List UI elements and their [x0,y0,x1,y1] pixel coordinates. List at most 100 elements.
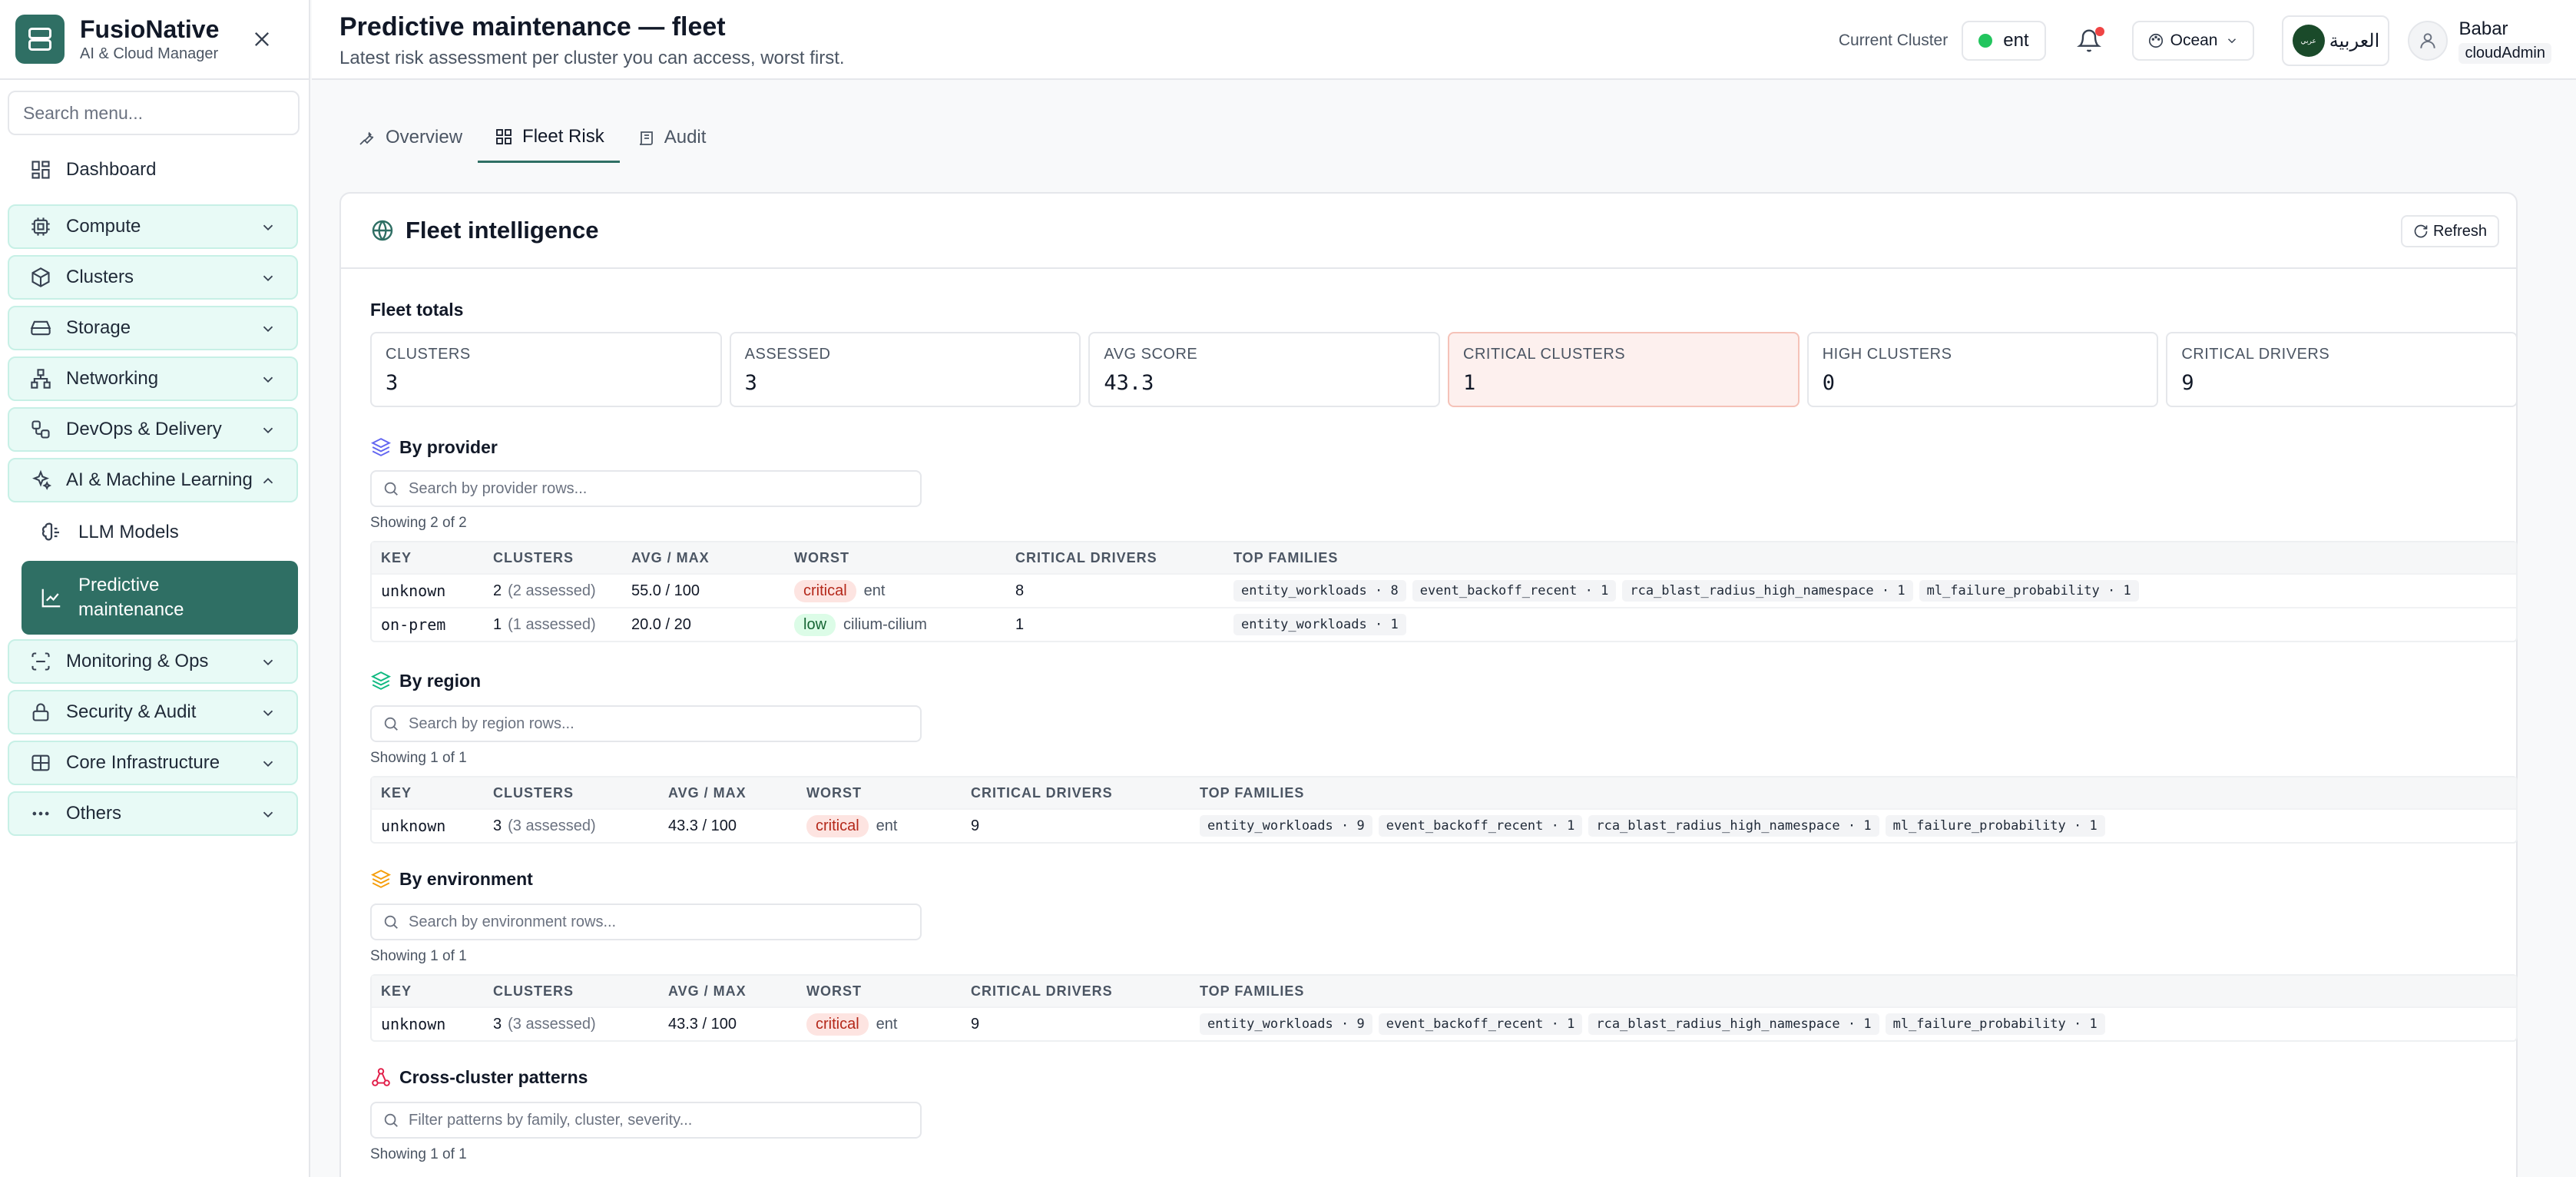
table-row[interactable]: unknown 3 (3 assessed) 43.3 / 100 critica… [372,1006,2516,1040]
card-title: Fleet intelligence [406,217,599,244]
user-menu[interactable]: Babar cloudAdmin [2408,18,2551,64]
brand: FusioNative AI & Cloud Manager [0,0,309,80]
sidebar-item-others[interactable]: Others [8,791,298,836]
row-top-families: entity_workloads · 1 [1233,608,1412,641]
family-chip: event_backoff_recent · 1 [1412,580,1617,602]
sidebar-subitem-llm-models[interactable]: LLM Models [22,509,298,556]
current-cluster-selector[interactable]: ent [1962,21,2046,61]
sidebar-item-monitoring[interactable]: Monitoring & Ops [8,639,298,684]
chevron-down-icon [263,761,273,768]
share-nodes-icon [370,1066,392,1088]
language-button[interactable]: عربي العربية [2282,15,2390,66]
sidebar-item-ai-ml[interactable]: AI & Machine Learning [8,458,298,502]
sidebar-item-devops[interactable]: DevOps & Delivery [8,407,298,452]
sidebar-item-label: Compute [66,216,141,237]
col-key: KEY [381,549,412,565]
row-top-families: entity_workloads · 9 event_backoff_recen… [1200,1008,2111,1040]
workflow-icon [28,416,54,443]
sidebar-item-storage[interactable]: Storage [8,306,298,350]
user-name: Babar [2458,18,2508,39]
language-label: العربية [2329,30,2380,51]
sidebar-subitem-predictive-maintenance[interactable]: Predictive maintenance [22,561,298,635]
table-header: KEY CLUSTERS AVG / MAX WORST CRITICAL DR… [372,777,2516,808]
tab-label: Audit [664,127,707,148]
search-menu-placeholder: Search menu... [23,102,143,123]
row-top-families: entity_workloads · 8 event_backoff_recen… [1233,575,2145,607]
worst-cluster: cilium-cilium [843,615,927,633]
sidebar-item-label-line1: Predictive [78,575,160,595]
sidebar-item-label: Dashboard [66,159,157,180]
sidebar-item-label: LLM Models [78,522,179,542]
severity-badge: critical [806,1013,869,1036]
bell-icon [2076,29,2101,52]
status-dot-icon [1978,34,1993,48]
row-worst: critical ent [806,810,897,842]
row-avg-max: 43.3 / 100 [668,1015,737,1033]
environment-search-input[interactable]: Search by environment rows... [370,903,922,940]
search-placeholder: Search by environment rows... [409,913,617,930]
col-top-families: TOP FAMILIES [1233,549,1339,565]
region-search-input[interactable]: Search by region rows... [370,705,922,742]
close-sidebar-button[interactable] [249,26,275,52]
sidebar-item-clusters[interactable]: Clusters [8,255,298,300]
tab-audit[interactable]: Audit [620,112,722,163]
sidebar-item-dashboard[interactable]: Dashboard [8,148,298,192]
user-icon [2420,33,2436,48]
wrench-icon [356,127,378,148]
search-menu-input[interactable]: Search menu... [8,91,300,135]
clusters-count: 3 [493,817,502,834]
family-chip: event_backoff_recent · 1 [1378,815,1583,837]
assessed-count: (3 assessed) [508,817,596,834]
theme-selector[interactable]: Ocean [2131,21,2255,61]
tab-fleet-risk[interactable]: Fleet Risk [478,112,620,163]
sidebar-item-security[interactable]: Security & Audit [8,690,298,734]
sidebar-item-networking[interactable]: Networking [8,356,298,401]
stat-clusters: CLUSTERS 3 [370,332,722,407]
col-critical-drivers: CRITICAL DRIVERS [971,983,1113,999]
stat-label: CRITICAL CLUSTERS [1463,346,1626,363]
col-clusters: CLUSTERS [493,549,574,565]
table-row[interactable]: on-prem 1 (1 assessed) 20.0 / 20 low ciliu… [372,607,2516,641]
stat-value: 3 [386,371,399,395]
assessed-count: (2 assessed) [508,582,596,599]
sidebar-item-label-line2: maintenance [78,599,184,620]
sidebar-item-core-infra[interactable]: Core Infrastructure [8,741,298,785]
sidebar-item-label: Clusters [66,267,134,287]
user-role-badge: cloudAdmin [2458,42,2551,64]
row-clusters: 1 (1 assessed) [493,608,596,641]
row-critical-drivers: 8 [1015,582,1025,599]
stat-label: CLUSTERS [386,346,471,363]
brain-icon [38,519,65,545]
table-row[interactable]: unknown 3 (3 assessed) 43.3 / 100 critica… [372,808,2516,842]
family-chip: event_backoff_recent · 1 [1378,1013,1583,1035]
search-placeholder: Filter patterns by family, cluster, seve… [409,1111,693,1129]
col-clusters: CLUSTERS [493,983,574,999]
dashboard-icon [28,157,54,183]
tab-overview[interactable]: Overview [341,112,478,163]
environment-showing-count: Showing 1 of 1 [370,948,467,964]
stat-avg-score: AVG SCORE 43.3 [1088,332,1441,407]
chevron-up-icon [263,477,273,484]
col-avg-max: AVG / MAX [668,784,747,801]
row-worst: critical ent [794,575,885,607]
notifications-button[interactable] [2074,25,2104,56]
cpu-icon [28,214,54,240]
provider-search-input[interactable]: Search by provider rows... [370,470,922,507]
family-chip: ml_failure_probability · 1 [1919,580,2139,602]
assessed-count: (1 assessed) [508,615,596,633]
refresh-button[interactable]: Refresh [2400,215,2499,247]
row-clusters: 2 (2 assessed) [493,575,596,607]
fleet-totals-label: Fleet totals [370,300,464,320]
chevron-down-icon [263,275,273,282]
col-top-families: TOP FAMILIES [1200,983,1305,999]
col-worst: WORST [794,549,849,565]
chevron-down-icon [263,659,273,666]
chevron-down-icon [263,427,273,434]
patterns-filter-input[interactable]: Filter patterns by family, cluster, seve… [370,1102,922,1139]
stat-value: 43.3 [1104,371,1154,395]
page-tabs: Overview Fleet Risk Audit [341,112,721,163]
sidebar-item-compute[interactable]: Compute [8,204,298,249]
close-icon [255,32,269,46]
table-row[interactable]: unknown 2 (2 assessed) 55.0 / 100 critica… [372,573,2516,607]
brand-subtitle: AI & Cloud Manager [80,45,219,62]
